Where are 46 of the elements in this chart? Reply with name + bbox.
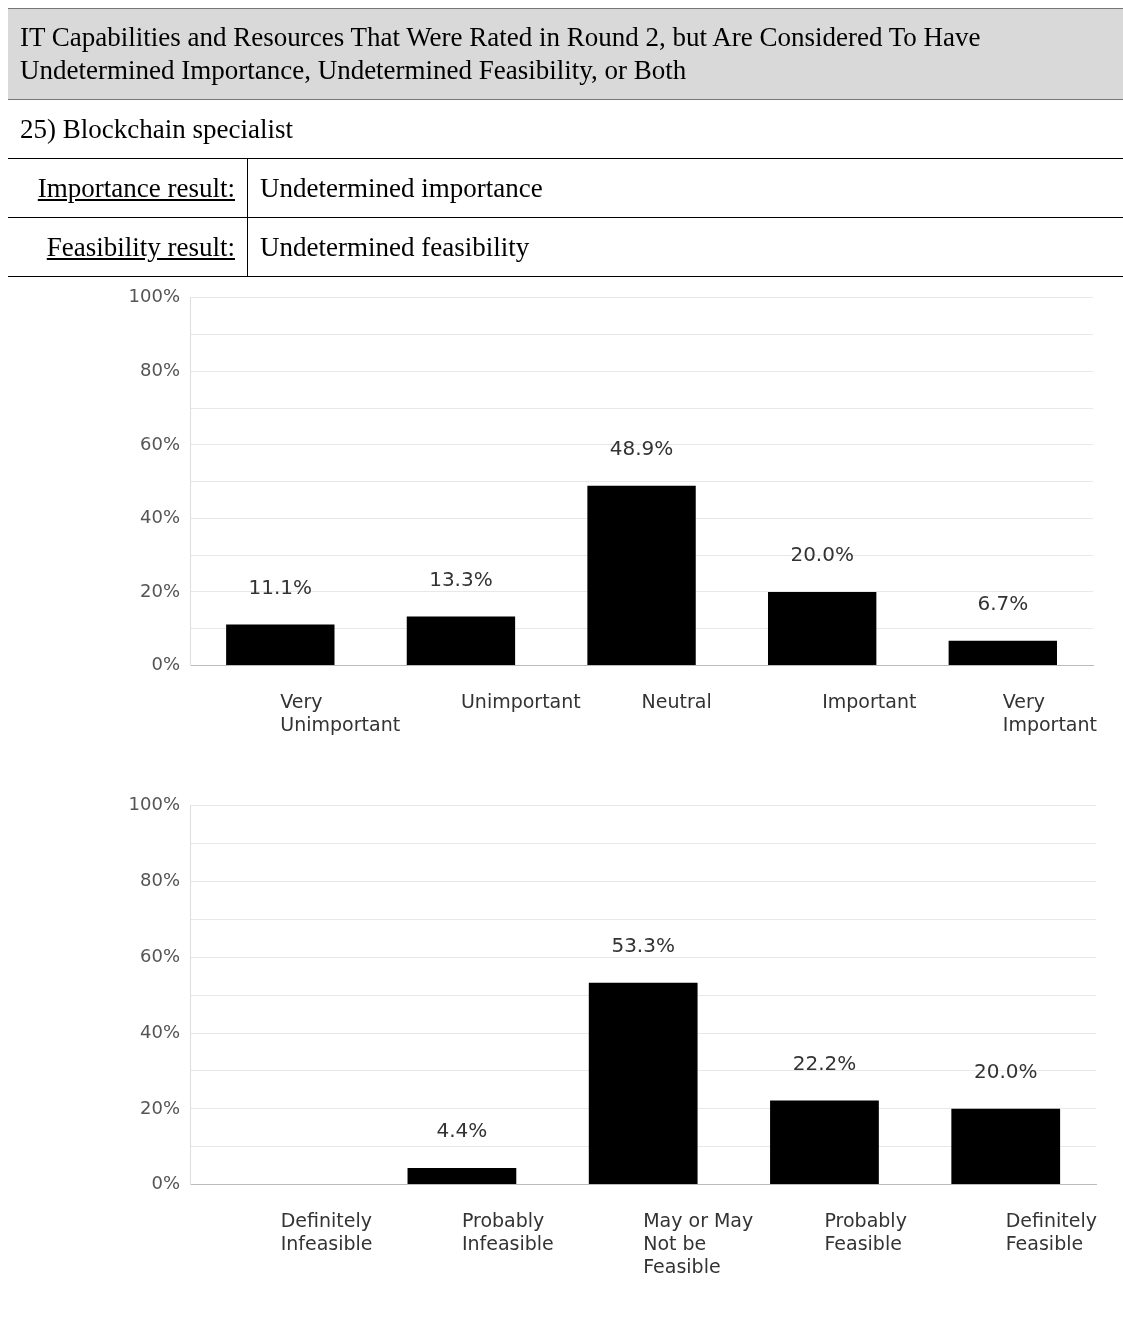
x-tick-label: Very Important [1002,689,1098,735]
x-tick-label: Definitely Infeasible [280,1208,373,1254]
bar [587,485,696,665]
y-tick-label: 20% [139,579,180,601]
data-label: 20.0% [973,1059,1038,1084]
bar [588,982,698,1185]
y-tick-label: 40% [139,1020,180,1042]
x-tick-label: Definitely Feasible [1005,1208,1098,1254]
y-tick-label: 0% [151,1172,180,1194]
chart-title: IT Capabilities and Resources That Were Rated in Round 2, but Are Considered To Have Undetermined Importance, Undetermined Feasibility, or Both [8,8,1123,100]
text: Undetermined importance [247,158,1123,218]
data-label: 53.3% [611,932,675,957]
text: Importance result: [8,158,248,218]
bar [951,1108,1061,1185]
data-label: 13.3% [429,566,493,591]
chart-subtitle: 25) Blockchain specialist [19,112,294,146]
x-tick-label: Probably Infeasible [461,1208,554,1254]
data-label: 20.0% [790,542,854,567]
x-tick-label: Very Unimportant [280,689,401,735]
x-tick-label: Unimportant [460,689,581,712]
data-label: 11.1% [248,574,313,599]
data-label: 6.7% [977,590,1029,615]
bar [226,624,335,665]
x-tick-label: Neutral [641,689,712,712]
text: Undetermined feasibility [247,217,1123,277]
y-tick-label: 60% [139,944,180,966]
x-tick-label: May or May Not be Feasible [643,1208,754,1277]
bar [406,616,516,665]
bar [768,591,877,665]
y-tick-label: 80% [139,358,180,380]
data-label: 4.4% [436,1118,488,1143]
y-tick-label: 80% [139,869,180,891]
y-tick-label: 0% [151,653,180,675]
y-tick-label: 60% [139,432,180,454]
text: Feasibility result: [8,217,248,277]
data-label: 22.2% [792,1050,857,1075]
x-tick-label: Important [822,689,917,712]
x-tick-label: Probably Feasible [824,1208,907,1254]
y-tick-label: 40% [139,506,180,528]
bar [407,1167,517,1185]
bar [948,640,1057,665]
y-tick-label: 100% [128,793,180,815]
bar [770,1100,879,1185]
y-tick-label: 20% [139,1096,180,1118]
data-label: 48.9% [609,435,674,460]
y-tick-label: 100% [128,285,180,307]
